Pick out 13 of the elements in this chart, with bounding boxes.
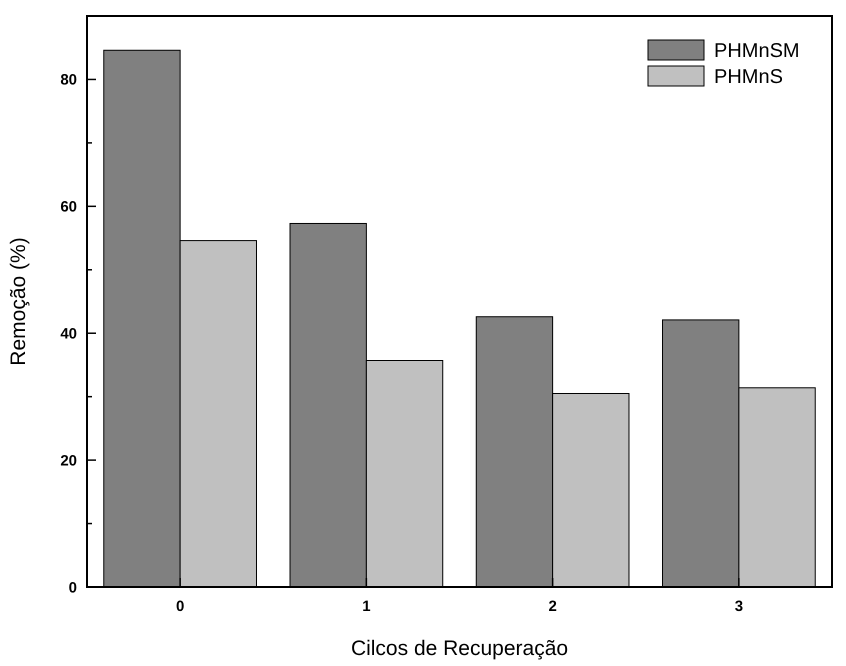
y-tick-label: 40 [60, 325, 77, 342]
legend-label: PHMnSM [714, 40, 800, 62]
x-tick-label: 0 [176, 598, 184, 615]
y-tick-label: 0 [68, 579, 77, 596]
x-tick-label: 2 [548, 598, 557, 615]
y-tick-label: 80 [60, 72, 77, 89]
legend-label: PHMnS [714, 66, 783, 88]
y-axis-title: Remoção (%) [7, 237, 30, 366]
x-tick-label: 1 [362, 598, 371, 615]
y-tick-label: 60 [60, 198, 77, 216]
x-tick-label: 3 [734, 598, 744, 615]
x-axis-title: Cilcos de Recuperação [350, 637, 568, 660]
y-tick-label: 20 [60, 452, 77, 470]
